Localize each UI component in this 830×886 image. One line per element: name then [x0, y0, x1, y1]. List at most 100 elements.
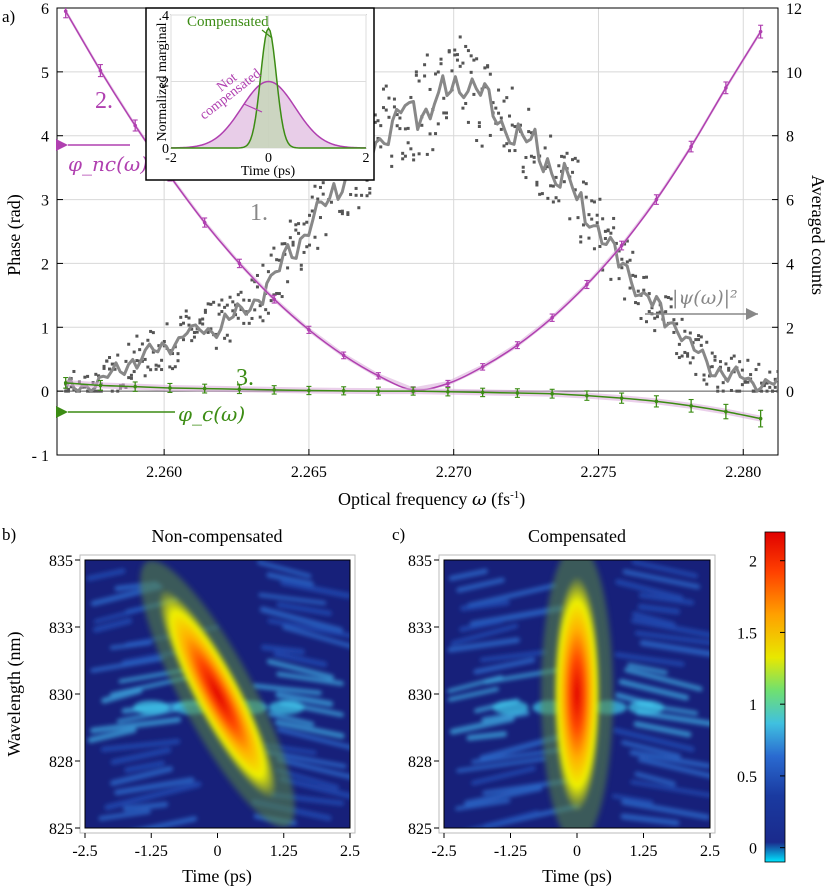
count-dot [277, 292, 281, 296]
count-dot [612, 226, 616, 230]
count-dot [491, 101, 495, 105]
count-dot [488, 133, 492, 137]
count-dot [83, 375, 87, 379]
count-dot [171, 367, 175, 371]
count-dot [428, 87, 432, 91]
count-dot [291, 243, 295, 247]
point-nc [307, 328, 311, 332]
count-dot [439, 62, 443, 66]
count-dot [253, 280, 257, 284]
count-dot [710, 365, 714, 369]
point-c [133, 384, 137, 389]
point-nc [341, 353, 346, 358]
heatmap-y-tick-label: 830 [49, 687, 73, 704]
count-dot [368, 191, 372, 195]
point-nc [758, 29, 763, 34]
y-tick-label-right: 4 [786, 256, 794, 273]
count-dot [461, 61, 465, 65]
fringe-streak [98, 809, 152, 821]
count-dot [269, 299, 273, 303]
count-dot [69, 385, 73, 389]
point-c [585, 393, 589, 398]
count-dot [379, 124, 383, 128]
count-dot [198, 321, 202, 325]
count-dot [310, 209, 314, 213]
count-dot [203, 310, 207, 314]
count-dot [340, 209, 344, 213]
fringe-streak [638, 592, 695, 606]
y-tick-label-left: 1 [41, 320, 49, 337]
count-dot [713, 355, 717, 359]
count-dot [129, 376, 133, 380]
count-dot [329, 200, 333, 204]
fringe-streak [275, 768, 340, 790]
count-dot [297, 231, 301, 235]
count-dot [181, 321, 185, 325]
count-dot [140, 342, 144, 346]
fringe-streak [121, 816, 198, 828]
count-dot [543, 146, 547, 150]
fringe-streak [630, 779, 710, 798]
count-dot [603, 229, 607, 233]
count-dot [94, 372, 98, 376]
panel-c-frame [443, 559, 711, 829]
count-dot [771, 389, 775, 393]
heatmap-y-tick-label: 828 [408, 754, 432, 771]
count-dot [379, 145, 383, 149]
count-dot [655, 311, 659, 315]
count-dot [653, 329, 657, 333]
count-dot [765, 381, 769, 385]
count-dot [168, 365, 172, 369]
count-dot [776, 370, 778, 374]
count-dot [598, 244, 602, 248]
inset-compensated-arrow [261, 29, 273, 39]
point-c [758, 416, 763, 421]
y-tick-label-right: 8 [786, 129, 794, 146]
y-tick-label-right: 0 [786, 384, 794, 401]
count-dot [381, 106, 385, 110]
fringe-lobe [628, 700, 665, 715]
count-dot [264, 308, 268, 312]
count-dot [647, 292, 651, 296]
point-c [272, 388, 276, 392]
count-dot [294, 228, 298, 232]
count-dot [699, 343, 703, 347]
fringe-streak [483, 668, 561, 685]
series-counts-label: |ψ(ω)|² [672, 287, 738, 309]
colorbar-ticks: 0 0.5 1 1.5 2 [737, 554, 785, 858]
count-dot [417, 152, 421, 156]
count-dot [357, 206, 361, 210]
y-tick-label-right: 6 [786, 193, 794, 210]
count-dot [406, 141, 410, 145]
count-dot [455, 53, 459, 57]
count-dot [368, 187, 372, 191]
point-c [654, 399, 659, 404]
count-dot [529, 131, 533, 135]
count-dot [535, 180, 539, 184]
fringe-streak [455, 798, 511, 811]
heatmap-y-tick-label: 825 [408, 821, 432, 838]
count-dot [694, 338, 698, 342]
inset-not-compensated-line [170, 80, 367, 149]
count-dot [551, 200, 555, 204]
count-dot [634, 301, 638, 305]
panel-a-label: a) [2, 7, 15, 26]
count-dot [453, 48, 457, 52]
panel-a-y-ticks-right: 0 2 4 6 8 10 12 [772, 1, 802, 401]
point-c [202, 386, 207, 391]
fringe-streak [100, 738, 181, 752]
fringe-streak [473, 657, 536, 675]
count-dot [376, 119, 380, 123]
count-dot [434, 72, 438, 76]
count-dot [773, 377, 777, 381]
fringe-streak [266, 658, 335, 680]
fringe-streak [629, 749, 710, 769]
count-dot [414, 73, 418, 77]
fringe-streak [110, 766, 174, 786]
fringe-streak [614, 652, 685, 667]
count-dot [546, 165, 550, 169]
count-dot [212, 300, 216, 304]
count-dot [291, 240, 295, 244]
count-dot [477, 124, 481, 128]
